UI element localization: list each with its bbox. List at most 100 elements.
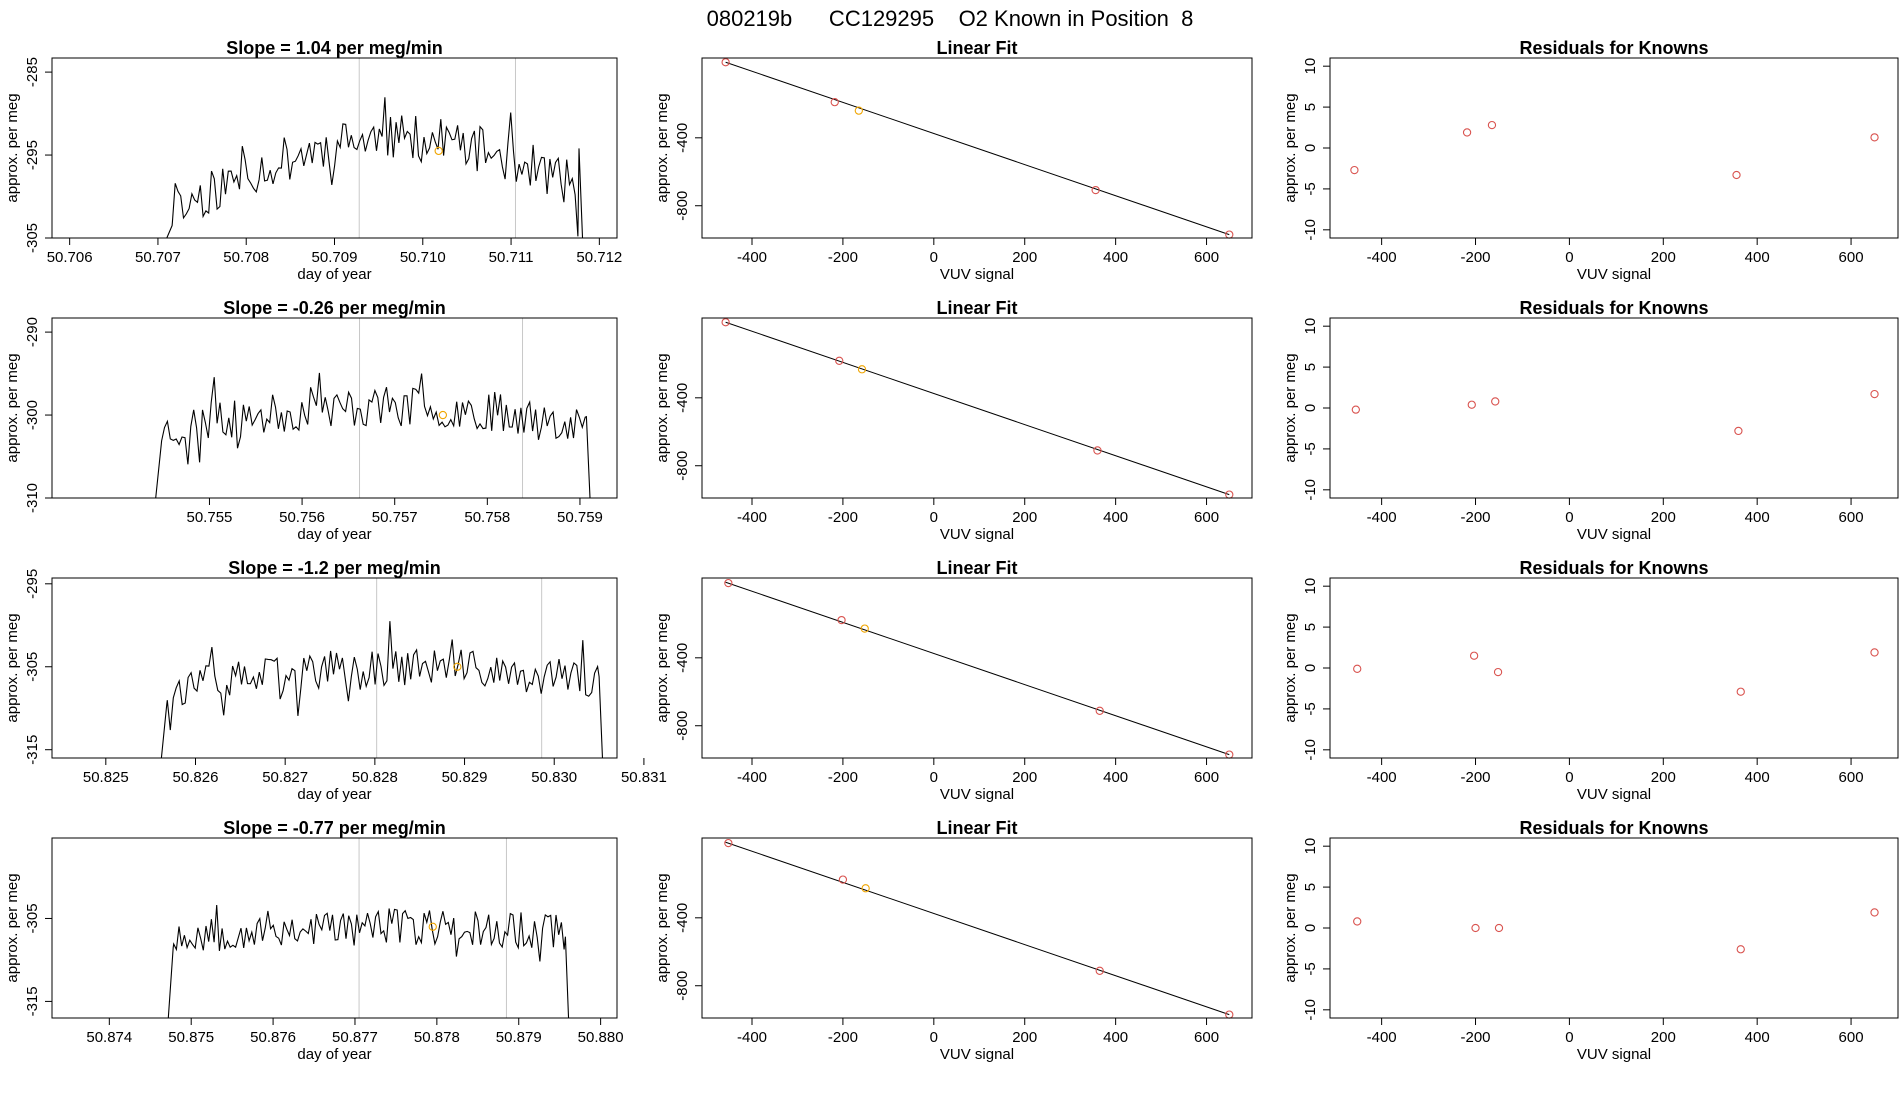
chart-panel-2-1: Slope = -0.26 per meg/min 50.755 50.756 50.… xyxy=(4,298,618,543)
y-tick-label: -305 xyxy=(24,903,41,933)
unknown-point xyxy=(854,106,863,115)
chart-panel-1-3: Residuals for Knowns -400 -200 0 200 400 600 10… xyxy=(1282,38,1899,283)
x-tick-label: -200 xyxy=(1461,509,1491,526)
x-tick-label: 600 xyxy=(1839,769,1864,786)
x-tick-label: 0 xyxy=(1565,1029,1573,1046)
known-point xyxy=(1353,664,1362,673)
x-axis-label: day of year xyxy=(297,266,371,283)
x-tick-label: 50.710 xyxy=(400,249,446,266)
x-tick-label: -200 xyxy=(1461,249,1491,266)
x-tick-label: 50.709 xyxy=(312,249,358,266)
y-tick-label: -305 xyxy=(24,652,41,682)
y-tick-label: -10 xyxy=(1302,479,1319,501)
known-point xyxy=(1471,923,1480,933)
series-line xyxy=(160,621,604,758)
plot-frame xyxy=(701,837,1253,1019)
known-point xyxy=(724,578,733,588)
known-point xyxy=(837,615,846,625)
x-tick-label: 50.876 xyxy=(250,1029,296,1046)
x-tick-label: 400 xyxy=(1745,1029,1770,1046)
x-tick-label: 50.712 xyxy=(576,249,622,266)
y-axis-label: approx. per meg xyxy=(4,93,21,202)
y-tick-label: -315 xyxy=(24,735,41,765)
chart-panel-4-1: Slope = -0.77 per meg/min 50.874 50.875 50.… xyxy=(4,818,624,1063)
x-tick-label: 600 xyxy=(1194,249,1219,266)
known-point xyxy=(838,875,848,884)
known-point xyxy=(1870,389,1879,399)
panel-title: Linear Fit xyxy=(936,298,1017,318)
x-tick-label: -400 xyxy=(737,769,767,786)
x-tick-label: -200 xyxy=(828,1029,858,1046)
x-tick-label: 200 xyxy=(1651,769,1676,786)
y-tick-label: 10 xyxy=(1302,58,1319,75)
y-tick-label: -290 xyxy=(24,317,41,347)
x-axis-label: VUV signal xyxy=(1577,786,1651,803)
series-line xyxy=(166,97,584,238)
y-tick-label: 0 xyxy=(1302,664,1319,672)
x-tick-label: 50.758 xyxy=(464,509,510,526)
known-point xyxy=(1732,170,1741,180)
x-axis-label: day of year xyxy=(297,786,371,803)
x-tick-label: 50.825 xyxy=(83,769,129,786)
x-tick-label: -400 xyxy=(1367,249,1397,266)
chart-panel-4-2: Linear Fit -400 -200 0 200 400 600 -400 -800 VUV … xyxy=(654,818,1253,1063)
x-tick-label: 600 xyxy=(1194,769,1219,786)
plot-frame xyxy=(1329,317,1899,499)
page-title: 080219b CC129295 O2 Known in Position 8 xyxy=(707,6,1194,31)
y-tick-label: 0 xyxy=(1302,924,1319,932)
unknown-point xyxy=(861,884,870,893)
x-tick-label: 400 xyxy=(1103,769,1128,786)
x-tick-label: 0 xyxy=(1565,769,1573,786)
y-axis-label: approx. per meg xyxy=(4,353,21,462)
x-tick-label: 50.828 xyxy=(352,769,398,786)
x-tick-label: 50.829 xyxy=(442,769,488,786)
x-tick-label: -400 xyxy=(1367,769,1397,786)
x-tick-label: -400 xyxy=(1367,509,1397,526)
known-point xyxy=(724,838,733,848)
y-tick-label: 0 xyxy=(1302,404,1319,412)
x-tick-label: 200 xyxy=(1651,249,1676,266)
known-point xyxy=(1351,405,1360,414)
known-point xyxy=(1091,185,1100,195)
known-point xyxy=(1469,651,1479,660)
x-tick-label: 50.711 xyxy=(489,249,534,266)
y-tick-label: -5 xyxy=(1302,182,1319,195)
panel-title: Slope = -1.2 per meg/min xyxy=(228,558,441,578)
x-axis-label: VUV signal xyxy=(940,1046,1014,1063)
x-tick-label: 0 xyxy=(1565,509,1573,526)
unknown-marker xyxy=(434,146,443,156)
known-point xyxy=(1095,706,1104,715)
panel-title: Slope = -0.26 per meg/min xyxy=(223,298,446,318)
y-axis-label: approx. per meg xyxy=(654,613,671,722)
known-point xyxy=(1736,945,1745,954)
x-tick-label: 400 xyxy=(1745,509,1770,526)
unknown-marker xyxy=(438,410,448,420)
known-point xyxy=(721,58,730,67)
x-tick-label: -400 xyxy=(737,509,767,526)
y-axis-label: approx. per meg xyxy=(1282,613,1299,722)
plot-frame xyxy=(51,837,618,1019)
y-tick-label: -800 xyxy=(674,191,691,221)
x-tick-label: -400 xyxy=(1367,1029,1397,1046)
x-axis-label: VUV signal xyxy=(940,266,1014,283)
x-tick-label: 0 xyxy=(930,249,938,266)
fit-line xyxy=(725,841,1230,1016)
y-tick-label: -295 xyxy=(24,140,41,170)
x-tick-label: 0 xyxy=(930,509,938,526)
known-point xyxy=(1736,687,1745,696)
x-tick-label: 50.880 xyxy=(578,1029,624,1046)
x-tick-label: 200 xyxy=(1012,1029,1037,1046)
chart-panel-2-3: Residuals for Knowns -400 -200 0 200 400 600 10… xyxy=(1282,298,1899,543)
x-tick-label: 50.831 xyxy=(621,769,667,786)
fit-line xyxy=(725,321,1230,496)
known-point xyxy=(1462,128,1472,137)
x-tick-label: 50.708 xyxy=(223,249,269,266)
x-tick-label: 400 xyxy=(1745,249,1770,266)
x-tick-label: 200 xyxy=(1012,249,1037,266)
plot-frame xyxy=(1329,57,1899,239)
y-tick-label: -305 xyxy=(24,223,41,253)
panel-title: Residuals for Knowns xyxy=(1519,298,1708,318)
y-tick-label: 0 xyxy=(1302,144,1319,152)
y-tick-label: 5 xyxy=(1302,363,1319,371)
